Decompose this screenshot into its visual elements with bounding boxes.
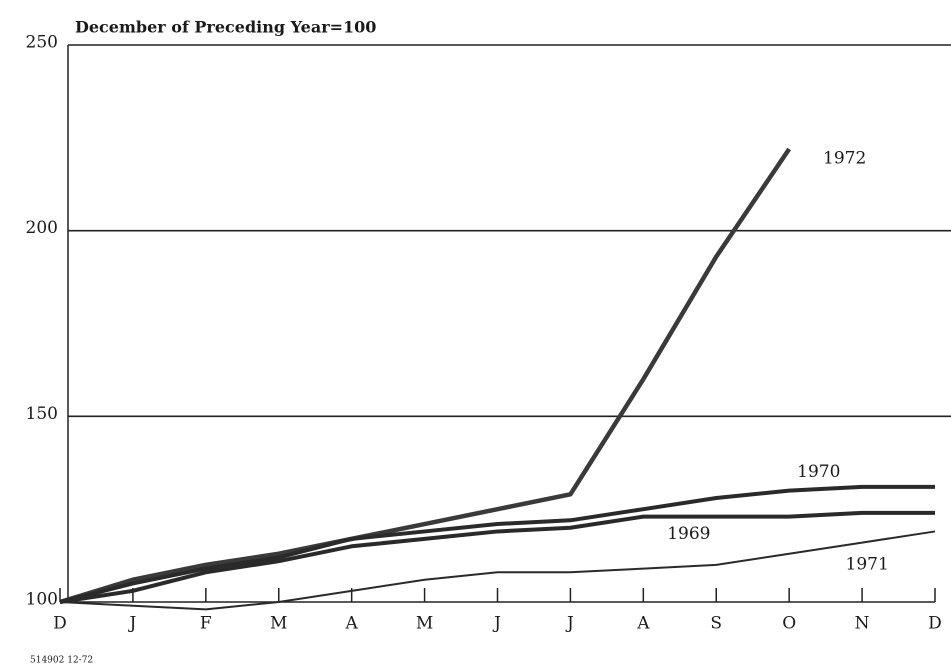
x-tick-label: F	[200, 614, 212, 634]
y-tick-label: 100	[26, 590, 58, 610]
series-line	[59, 484, 935, 604]
series-label: 1969	[667, 524, 710, 544]
x-tick-label: S	[710, 614, 722, 634]
x-tick-label: D	[928, 614, 942, 634]
series-line	[59, 530, 936, 611]
series-label: 1970	[797, 462, 840, 482]
x-tick-label: J	[492, 614, 501, 634]
y-tick-label: 200	[26, 218, 58, 238]
footnote: 514902 12-72	[30, 656, 93, 666]
y-tick-label: 150	[26, 404, 58, 424]
y-tick-label: 250	[26, 33, 58, 53]
series-line	[59, 510, 935, 604]
x-tick-label: J	[565, 614, 574, 634]
x-tick-label: M	[270, 614, 287, 634]
x-tick-label: O	[782, 614, 796, 634]
x-tick-label: A	[636, 614, 650, 634]
x-tick-label: D	[53, 614, 67, 634]
chart-subtitle: December of Preceding Year=100	[75, 18, 376, 37]
x-tick-label: A	[345, 614, 359, 634]
x-tick-label: M	[416, 614, 433, 634]
x-tick-label: J	[128, 614, 137, 634]
series-label: 1972	[823, 148, 866, 168]
x-tick-label: N	[855, 614, 870, 634]
series-line	[59, 147, 792, 605]
series-label: 1971	[846, 554, 889, 574]
